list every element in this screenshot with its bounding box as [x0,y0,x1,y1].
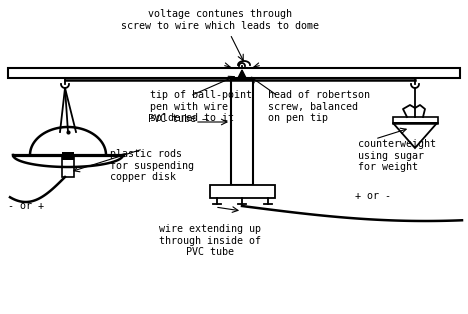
Bar [393,117,438,123]
Bar [8,68,460,78]
Text: head of robertson
screw, balanced
on pen tip: head of robertson screw, balanced on pen… [268,90,370,123]
Text: voltage contunes through
screw to wire which leads to dome: voltage contunes through screw to wire w… [121,9,319,30]
Bar [62,155,74,177]
Bar [62,152,74,160]
Polygon shape [237,70,247,80]
Text: plastic rods
for suspending
copper disk: plastic rods for suspending copper disk [110,149,194,182]
Bar [210,185,275,198]
Text: wire extending up
through inside of
PVC tube: wire extending up through inside of PVC … [159,224,261,257]
Text: PVC tube →: PVC tube → [148,114,208,124]
Text: - or +: - or + [8,201,44,211]
Text: counterweight
using sugar
for weight: counterweight using sugar for weight [358,139,436,172]
Text: tip of ball-point
pen with wire
soldered to it: tip of ball-point pen with wire soldered… [150,90,252,123]
Bar [231,80,253,185]
Text: + or -: + or - [355,191,391,201]
